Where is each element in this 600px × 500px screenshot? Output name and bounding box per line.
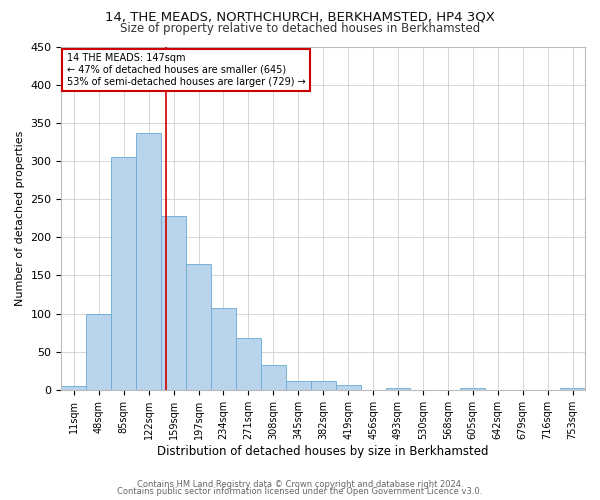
Bar	[61, 386, 86, 390]
Text: 14, THE MEADS, NORTHCHURCH, BERKHAMSTED, HP4 3QX: 14, THE MEADS, NORTHCHURCH, BERKHAMSTED,…	[105, 11, 495, 24]
Text: 14 THE MEADS: 147sqm
← 47% of detached houses are smaller (645)
53% of semi-deta: 14 THE MEADS: 147sqm ← 47% of detached h…	[67, 54, 305, 86]
Bar	[161, 216, 186, 390]
Bar	[460, 388, 485, 390]
X-axis label: Distribution of detached houses by size in Berkhamsted: Distribution of detached houses by size …	[157, 444, 489, 458]
Bar	[335, 386, 361, 390]
Y-axis label: Number of detached properties: Number of detached properties	[15, 130, 25, 306]
Text: Contains public sector information licensed under the Open Government Licence v3: Contains public sector information licen…	[118, 487, 482, 496]
Bar	[111, 157, 136, 390]
Bar	[311, 380, 335, 390]
Bar	[560, 388, 585, 390]
Bar	[261, 366, 286, 390]
Bar	[211, 308, 236, 390]
Text: Contains HM Land Registry data © Crown copyright and database right 2024.: Contains HM Land Registry data © Crown c…	[137, 480, 463, 489]
Bar	[86, 314, 111, 390]
Bar	[386, 388, 410, 390]
Text: Size of property relative to detached houses in Berkhamsted: Size of property relative to detached ho…	[120, 22, 480, 35]
Bar	[286, 380, 311, 390]
Bar	[136, 132, 161, 390]
Bar	[236, 338, 261, 390]
Bar	[186, 264, 211, 390]
